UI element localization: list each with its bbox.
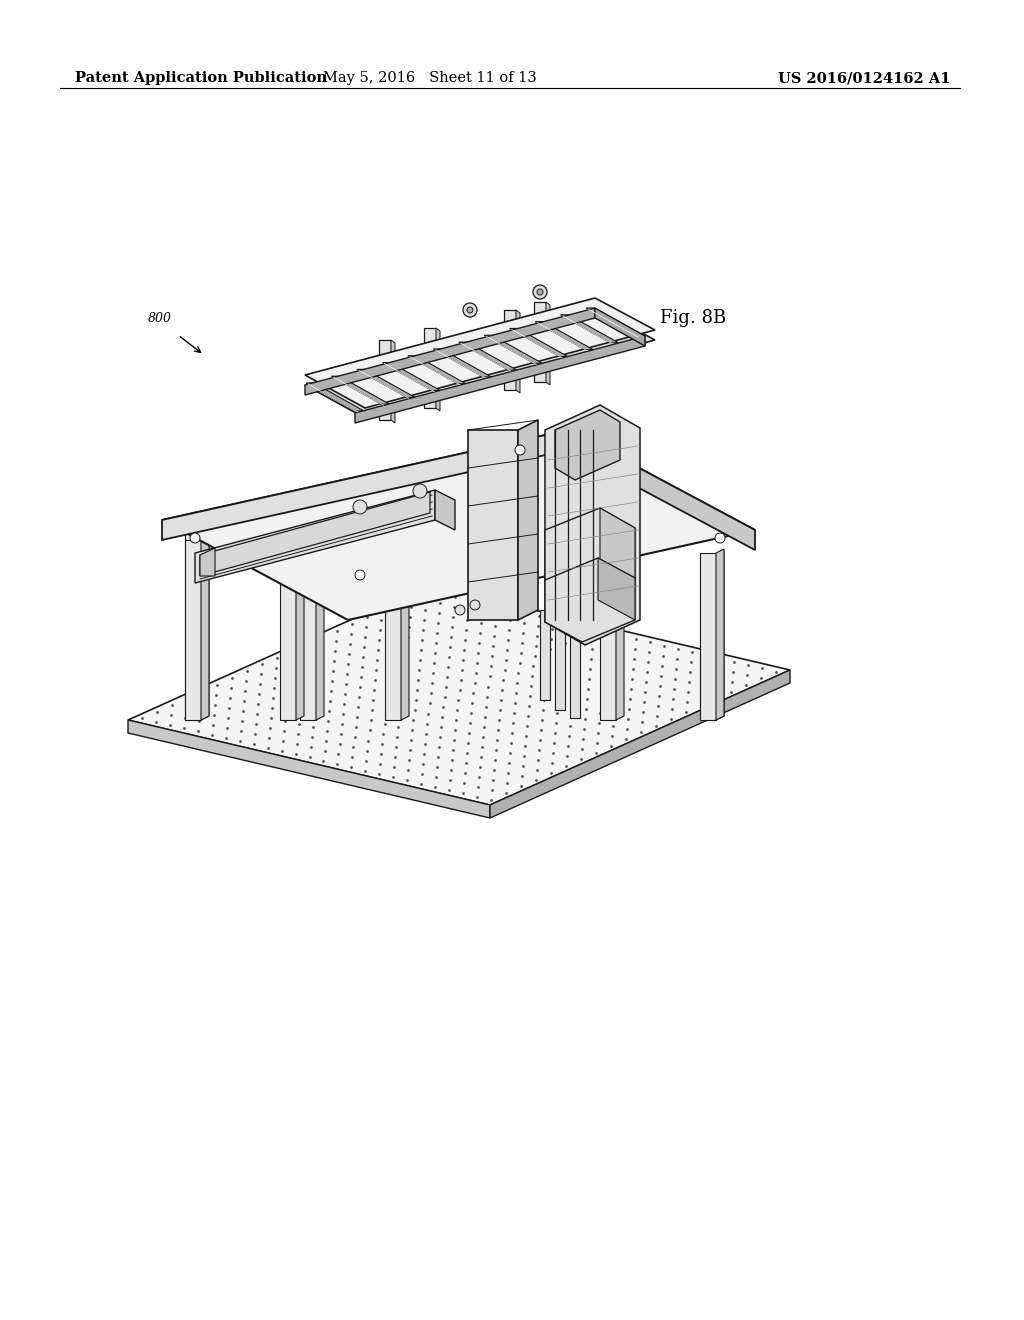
- Text: Fig. 8B: Fig. 8B: [660, 309, 726, 327]
- Circle shape: [467, 308, 473, 313]
- Polygon shape: [296, 506, 304, 719]
- Circle shape: [455, 605, 465, 615]
- Text: Patent Application Publication: Patent Application Publication: [75, 71, 327, 84]
- Circle shape: [470, 601, 480, 610]
- Polygon shape: [484, 335, 542, 363]
- Polygon shape: [332, 376, 389, 404]
- Polygon shape: [195, 490, 435, 583]
- Polygon shape: [379, 341, 391, 420]
- Polygon shape: [534, 302, 546, 381]
- Polygon shape: [555, 411, 620, 480]
- Polygon shape: [600, 508, 635, 579]
- Polygon shape: [595, 308, 645, 346]
- Polygon shape: [555, 618, 565, 710]
- Polygon shape: [716, 549, 724, 719]
- Polygon shape: [600, 553, 616, 719]
- Polygon shape: [201, 516, 209, 719]
- Circle shape: [534, 285, 547, 300]
- Polygon shape: [546, 302, 550, 385]
- Polygon shape: [424, 327, 436, 408]
- Polygon shape: [510, 329, 567, 356]
- Polygon shape: [162, 430, 568, 540]
- Polygon shape: [459, 342, 517, 370]
- Polygon shape: [128, 719, 490, 818]
- Polygon shape: [518, 420, 538, 620]
- Polygon shape: [560, 314, 618, 343]
- Polygon shape: [385, 545, 401, 719]
- Polygon shape: [391, 341, 395, 422]
- Circle shape: [537, 289, 543, 294]
- Polygon shape: [716, 550, 724, 719]
- Polygon shape: [545, 508, 635, 602]
- Polygon shape: [540, 610, 550, 700]
- Polygon shape: [435, 490, 455, 531]
- Polygon shape: [700, 554, 716, 719]
- Polygon shape: [162, 430, 755, 620]
- Polygon shape: [306, 383, 364, 411]
- Circle shape: [463, 304, 477, 317]
- Polygon shape: [700, 553, 716, 719]
- Text: May 5, 2016   Sheet 11 of 13: May 5, 2016 Sheet 11 of 13: [324, 71, 537, 84]
- Polygon shape: [570, 624, 580, 718]
- Polygon shape: [408, 355, 466, 384]
- Text: US 2016/0124162 A1: US 2016/0124162 A1: [777, 71, 950, 84]
- Polygon shape: [300, 490, 316, 719]
- Polygon shape: [616, 549, 624, 719]
- Polygon shape: [490, 671, 790, 818]
- Circle shape: [355, 570, 365, 579]
- Polygon shape: [185, 520, 201, 719]
- Polygon shape: [305, 308, 655, 418]
- Circle shape: [355, 506, 365, 515]
- Polygon shape: [305, 298, 655, 408]
- Circle shape: [190, 533, 200, 543]
- Polygon shape: [128, 585, 790, 805]
- Circle shape: [413, 484, 427, 498]
- Polygon shape: [586, 308, 644, 337]
- Polygon shape: [433, 348, 492, 378]
- Polygon shape: [545, 558, 635, 642]
- Polygon shape: [545, 405, 640, 645]
- Circle shape: [515, 445, 525, 455]
- Polygon shape: [468, 430, 518, 620]
- Polygon shape: [401, 541, 409, 719]
- Polygon shape: [598, 558, 635, 620]
- Polygon shape: [200, 492, 430, 576]
- Polygon shape: [280, 510, 296, 719]
- Polygon shape: [200, 548, 215, 576]
- Polygon shape: [516, 310, 520, 393]
- Polygon shape: [568, 430, 755, 550]
- Circle shape: [715, 533, 725, 543]
- Polygon shape: [382, 363, 440, 391]
- Polygon shape: [536, 322, 593, 350]
- Polygon shape: [355, 337, 645, 422]
- Polygon shape: [504, 310, 516, 389]
- Polygon shape: [305, 308, 595, 395]
- Text: 800: 800: [148, 312, 172, 325]
- Polygon shape: [201, 536, 209, 719]
- Polygon shape: [316, 486, 324, 719]
- Circle shape: [353, 500, 367, 513]
- Polygon shape: [185, 540, 201, 719]
- Polygon shape: [357, 370, 415, 397]
- Polygon shape: [436, 327, 440, 411]
